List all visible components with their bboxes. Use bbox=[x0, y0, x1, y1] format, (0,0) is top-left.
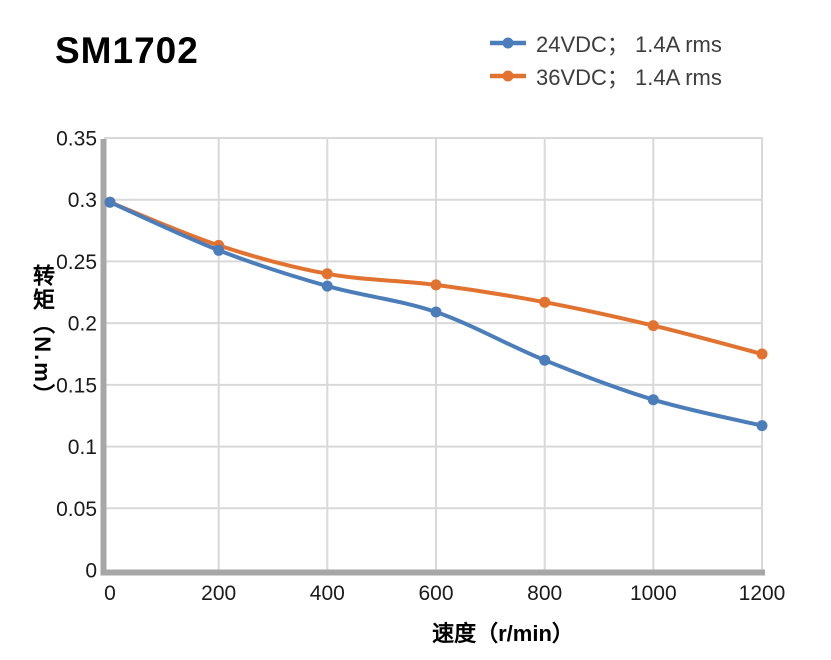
y-tick-label: 0.2 bbox=[68, 313, 97, 336]
x-tick-label: 1000 bbox=[630, 582, 677, 605]
y-tick-label: 0.25 bbox=[56, 251, 97, 274]
data-point-series-1 bbox=[321, 268, 333, 280]
legend-marker-icon bbox=[490, 70, 526, 81]
y-tick-label: 0.3 bbox=[68, 189, 97, 212]
x-tick-label: 1200 bbox=[739, 582, 786, 605]
y-tick-label: 0.35 bbox=[56, 128, 97, 151]
data-point-series-0 bbox=[647, 394, 659, 406]
legend-marker-icon bbox=[490, 37, 526, 48]
legend-label: 24VDC； 1.4A rms bbox=[536, 31, 722, 57]
legend: 24VDC； 1.4A rms 36VDC； 1.4A rms bbox=[489, 26, 722, 92]
y-axis-title: 转矩（N.m） bbox=[30, 264, 55, 408]
data-point-series-1 bbox=[756, 348, 768, 360]
x-tick-label: 600 bbox=[418, 582, 453, 605]
x-tick-label: 200 bbox=[201, 582, 236, 605]
data-point-series-1 bbox=[539, 296, 551, 308]
legend-item: 24VDC； 1.4A rms bbox=[489, 26, 722, 59]
data-point-series-0 bbox=[430, 306, 442, 318]
x-tick-label: 400 bbox=[310, 582, 345, 605]
x-tick-label: 0 bbox=[104, 582, 116, 605]
data-point-series-0 bbox=[756, 420, 768, 432]
data-point-series-0 bbox=[104, 196, 116, 208]
y-tick-label: 0.05 bbox=[56, 498, 97, 521]
legend-item: 36VDC； 1.4A rms bbox=[489, 59, 722, 92]
chart-title: SM1702 bbox=[55, 30, 199, 71]
legend-label: 36VDC； 1.4A rms bbox=[536, 64, 722, 90]
y-tick-label: 0.15 bbox=[56, 374, 97, 397]
data-point-series-0 bbox=[539, 354, 551, 366]
y-tick-label: 0 bbox=[85, 560, 97, 583]
data-point-series-1 bbox=[430, 279, 442, 291]
data-point-series-1 bbox=[647, 320, 659, 332]
y-tick-label: 0.1 bbox=[68, 436, 97, 459]
x-axis-title: 速度（r/min） bbox=[432, 621, 574, 646]
x-tick-label: 800 bbox=[527, 582, 562, 605]
data-point-series-0 bbox=[321, 280, 333, 292]
data-point-series-0 bbox=[213, 244, 225, 256]
